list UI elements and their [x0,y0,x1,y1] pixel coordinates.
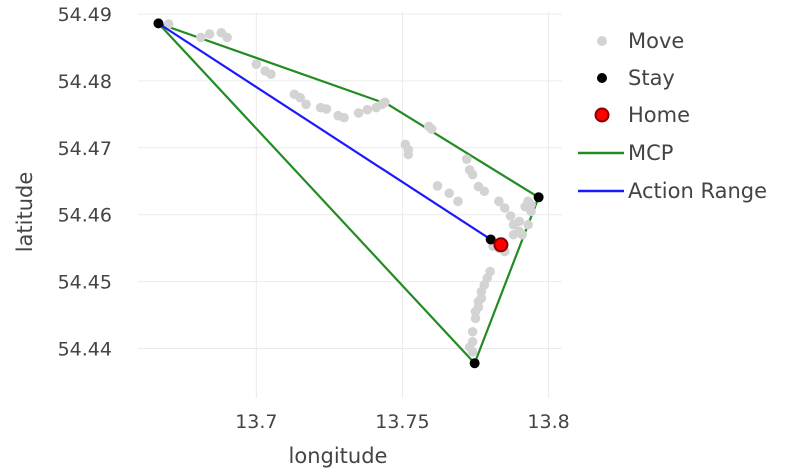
move-layer [163,19,536,357]
legend-stay-label: Stay [628,66,675,90]
legend-stay-marker [597,73,607,83]
move-point [295,92,305,103]
legend-home-label: Home [628,103,690,127]
legend-move-label: Move [628,29,684,53]
tick-layer: 13.7 13.75 13.8 54.44 54.45 54.46 54.47 54.48 54… [58,4,570,433]
move-point [461,154,472,164]
move-point [508,229,519,240]
move-point [403,149,414,160]
legend-item-home[interactable]: Home [594,103,691,127]
home-point [493,237,509,253]
y-tick-label: 54.44 [58,338,112,360]
legend-mcp-label: MCP [628,141,673,165]
legend-home-marker [594,107,610,123]
stay-layer [153,18,544,369]
move-point [470,306,481,317]
stay-point [533,192,544,203]
move-point [517,229,528,240]
x-tick-label: 13.8 [527,411,569,433]
stay-point [153,18,164,29]
legend[interactable]: Move Stay Home MCP Action Range [578,29,767,203]
move-point [523,219,533,230]
move-point [467,169,478,180]
stay-point [485,234,496,245]
legend-item-move[interactable]: Move [597,29,684,53]
x-tick-label: 13.7 [235,411,277,433]
y-tick-label: 54.47 [58,138,112,160]
move-point [251,59,262,69]
legend-move-marker [597,36,607,46]
move-point [476,286,487,297]
y-tick-label: 54.45 [58,272,112,294]
move-point [362,104,373,115]
move-point [505,211,516,221]
move-point [222,32,232,43]
y-tick-label: 54.48 [58,71,112,93]
action-range-line [157,22,502,246]
move-point [453,196,463,207]
x-tick-label: 13.75 [375,411,429,433]
move-point [163,19,174,29]
legend-item-stay[interactable]: Stay [597,66,675,90]
move-point [266,69,276,80]
move-point [494,196,504,207]
y-tick-label: 54.49 [58,4,112,26]
move-point [301,99,311,110]
move-point [196,32,206,43]
move-point [467,347,478,357]
move-point [380,97,390,108]
stay-point [469,358,480,369]
y-tick-label: 54.46 [58,205,112,227]
range-layer [157,22,502,246]
move-point [467,326,478,337]
move-point [444,188,455,199]
move-point [499,203,510,213]
move-point [479,186,490,197]
x-axis-title: longitude [289,444,388,468]
move-point [432,181,443,191]
move-point [204,29,215,39]
move-point [426,124,437,134]
legend-item-action-range[interactable]: Action Range [578,179,767,203]
move-point [339,112,349,123]
home-layer [493,237,509,253]
move-point [353,108,364,118]
move-point [470,313,481,324]
move-point [520,201,530,212]
legend-item-mcp[interactable]: MCP [578,141,673,165]
move-point [514,216,525,227]
grid-layer [138,12,562,398]
y-axis-title: latitude [13,172,37,253]
move-point [321,104,332,114]
legend-action-range-label: Action Range [628,179,767,203]
